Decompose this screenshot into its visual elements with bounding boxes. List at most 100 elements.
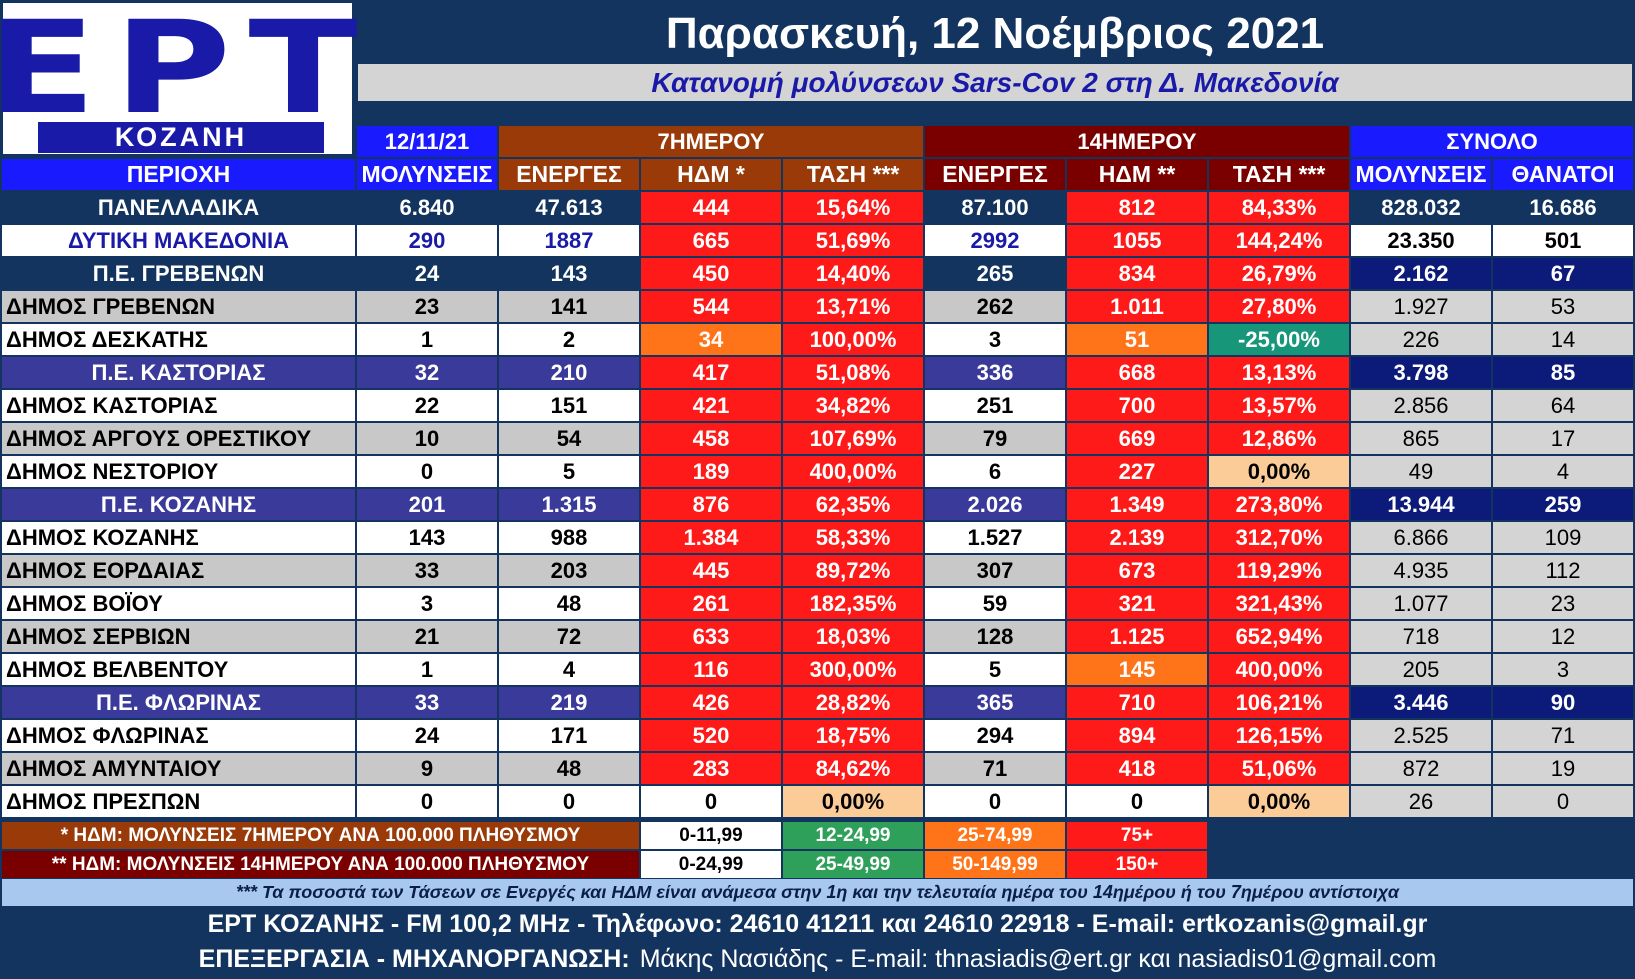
- data-cell: 145: [1067, 654, 1207, 685]
- data-cell: 72: [499, 621, 639, 652]
- data-cell: 2.139: [1067, 522, 1207, 553]
- data-cell: 0: [499, 786, 639, 817]
- data-cell: 51,08%: [783, 357, 923, 388]
- legend-label: ** ΗΔΜ: ΜΟΛΥΝΣΕΙΣ 14ΗΜΕΡΟΥ ΑΝΑ 100.000 Π…: [2, 851, 639, 878]
- column-header: ΤΑΣΗ ***: [1209, 159, 1349, 190]
- data-cell: 988: [499, 522, 639, 553]
- data-cell: 226: [1351, 324, 1491, 355]
- legend-range: 50-149,99: [925, 851, 1065, 878]
- row-label: ΔΥΤΙΚΗ ΜΑΚΕΔΟΝΙΑ: [2, 225, 355, 256]
- data-cell: 6: [925, 456, 1065, 487]
- data-cell: 24: [357, 720, 497, 751]
- row-label: Π.Ε. ΦΛΩΡΙΝΑΣ: [2, 687, 355, 718]
- data-cell: 1: [357, 654, 497, 685]
- group-header: 14ΗΜΕΡΟΥ: [925, 126, 1349, 157]
- data-cell: 1.927: [1351, 291, 1491, 322]
- data-cell: 1.077: [1351, 588, 1491, 619]
- data-cell: 71: [925, 753, 1065, 784]
- data-cell: 1887: [499, 225, 639, 256]
- data-cell: 128: [925, 621, 1065, 652]
- data-cell: 13,13%: [1209, 357, 1349, 388]
- data-cell: 444: [641, 192, 781, 223]
- data-cell: 27,80%: [1209, 291, 1349, 322]
- column-header: ΠΕΡΙΟΧΗ: [2, 159, 355, 190]
- data-cell: 23: [357, 291, 497, 322]
- data-cell: 0,00%: [1209, 456, 1349, 487]
- data-cell: 2.525: [1351, 720, 1491, 751]
- data-cell: 109: [1493, 522, 1633, 553]
- column-header: ΜΟΛΥΝΣΕΙΣ: [1351, 159, 1491, 190]
- data-cell: 2: [499, 324, 639, 355]
- data-cell: 0,00%: [1209, 786, 1349, 817]
- column-header: ΕΝΕΡΓΕΣ: [925, 159, 1065, 190]
- data-cell: 261: [641, 588, 781, 619]
- row-label: ΔΗΜΟΣ ΦΛΩΡΙΝΑΣ: [2, 720, 355, 751]
- data-cell: 171: [499, 720, 639, 751]
- data-cell: 501: [1493, 225, 1633, 256]
- data-cell: 141: [499, 291, 639, 322]
- column-header: ΜΟΛΥΝΣΕΙΣ: [357, 159, 497, 190]
- data-cell: 2.856: [1351, 390, 1491, 421]
- data-cell: 54: [499, 423, 639, 454]
- data-cell: 273,80%: [1209, 489, 1349, 520]
- data-cell: 1055: [1067, 225, 1207, 256]
- data-cell: 0: [357, 786, 497, 817]
- legend-range: 0-24,99: [641, 851, 781, 878]
- data-cell: 227: [1067, 456, 1207, 487]
- data-cell: 834: [1067, 258, 1207, 289]
- group-header: 7ΗΜΕΡΟΥ: [499, 126, 923, 157]
- data-cell: 90: [1493, 687, 1633, 718]
- data-cell: 17: [1493, 423, 1633, 454]
- data-cell: 151: [499, 390, 639, 421]
- data-cell: 300,00%: [783, 654, 923, 685]
- data-cell: 53: [1493, 291, 1633, 322]
- data-cell: 201: [357, 489, 497, 520]
- data-cell: 312,70%: [1209, 522, 1349, 553]
- data-cell: 10: [357, 423, 497, 454]
- logo-wordmark: ΕΡΤ: [0, 0, 376, 143]
- data-cell: 112: [1493, 555, 1633, 586]
- data-cell: 812: [1067, 192, 1207, 223]
- data-cell: 544: [641, 291, 781, 322]
- data-cell: 418: [1067, 753, 1207, 784]
- footer-contact: ΕΡΤ ΚΟΖΑΝΗΣ - FM 100,2 MHz - Τηλέφωνο: 2…: [207, 909, 1428, 938]
- data-cell: -25,00%: [1209, 324, 1349, 355]
- data-cell: 0: [357, 456, 497, 487]
- column-header: ΘΑΝΑΤΟΙ: [1493, 159, 1633, 190]
- data-cell: 668: [1067, 357, 1207, 388]
- trend-note: *** Τα ποσοστά των Τάσεων σε Ενεργές και…: [2, 879, 1633, 906]
- data-cell: 14,40%: [783, 258, 923, 289]
- data-cell: 84,62%: [783, 753, 923, 784]
- page-subtitle: Κατανομή μολύνσεων Sars-Cov 2 στη Δ. Μακ…: [358, 64, 1632, 101]
- data-cell: 1: [357, 324, 497, 355]
- row-label: ΠΑΝΕΛΛΑΔΙΚΑ: [2, 192, 355, 223]
- legend-label: * ΗΔΜ: ΜΟΛΥΝΣΕΙΣ 7ΗΜΕΡΟΥ ΑΝΑ 100.000 ΠΛΗ…: [2, 822, 639, 849]
- data-cell: 116: [641, 654, 781, 685]
- data-cell: 0,00%: [783, 786, 923, 817]
- data-cell: 400,00%: [783, 456, 923, 487]
- row-label: ΔΗΜΟΣ ΠΡΕΣΠΩΝ: [2, 786, 355, 817]
- data-cell: 5: [499, 456, 639, 487]
- row-label: ΔΗΜΟΣ ΔΕΣΚΑΤΗΣ: [2, 324, 355, 355]
- data-cell: 872: [1351, 753, 1491, 784]
- data-cell: 876: [641, 489, 781, 520]
- group-header: ΣΥΝΟΛΟ: [1351, 126, 1633, 157]
- data-cell: 51,06%: [1209, 753, 1349, 784]
- data-cell: 49: [1351, 456, 1491, 487]
- data-cell: 5: [925, 654, 1065, 685]
- data-cell: 321,43%: [1209, 588, 1349, 619]
- data-cell: 3.446: [1351, 687, 1491, 718]
- data-cell: 1.349: [1067, 489, 1207, 520]
- data-cell: 3.798: [1351, 357, 1491, 388]
- data-cell: 828.032: [1351, 192, 1491, 223]
- row-label: Π.Ε. ΓΡΕΒΕΝΩΝ: [2, 258, 355, 289]
- data-cell: 426: [641, 687, 781, 718]
- column-header: ΕΝΕΡΓΕΣ: [499, 159, 639, 190]
- data-cell: 64: [1493, 390, 1633, 421]
- data-cell: 321: [1067, 588, 1207, 619]
- data-cell: 34: [641, 324, 781, 355]
- row-label: ΔΗΜΟΣ ΑΡΓΟΥΣ ΟΡΕΣΤΙΚΟΥ: [2, 423, 355, 454]
- data-cell: 26: [1351, 786, 1491, 817]
- data-cell: 262: [925, 291, 1065, 322]
- row-label: ΔΗΜΟΣ ΒΟΪΟΥ: [2, 588, 355, 619]
